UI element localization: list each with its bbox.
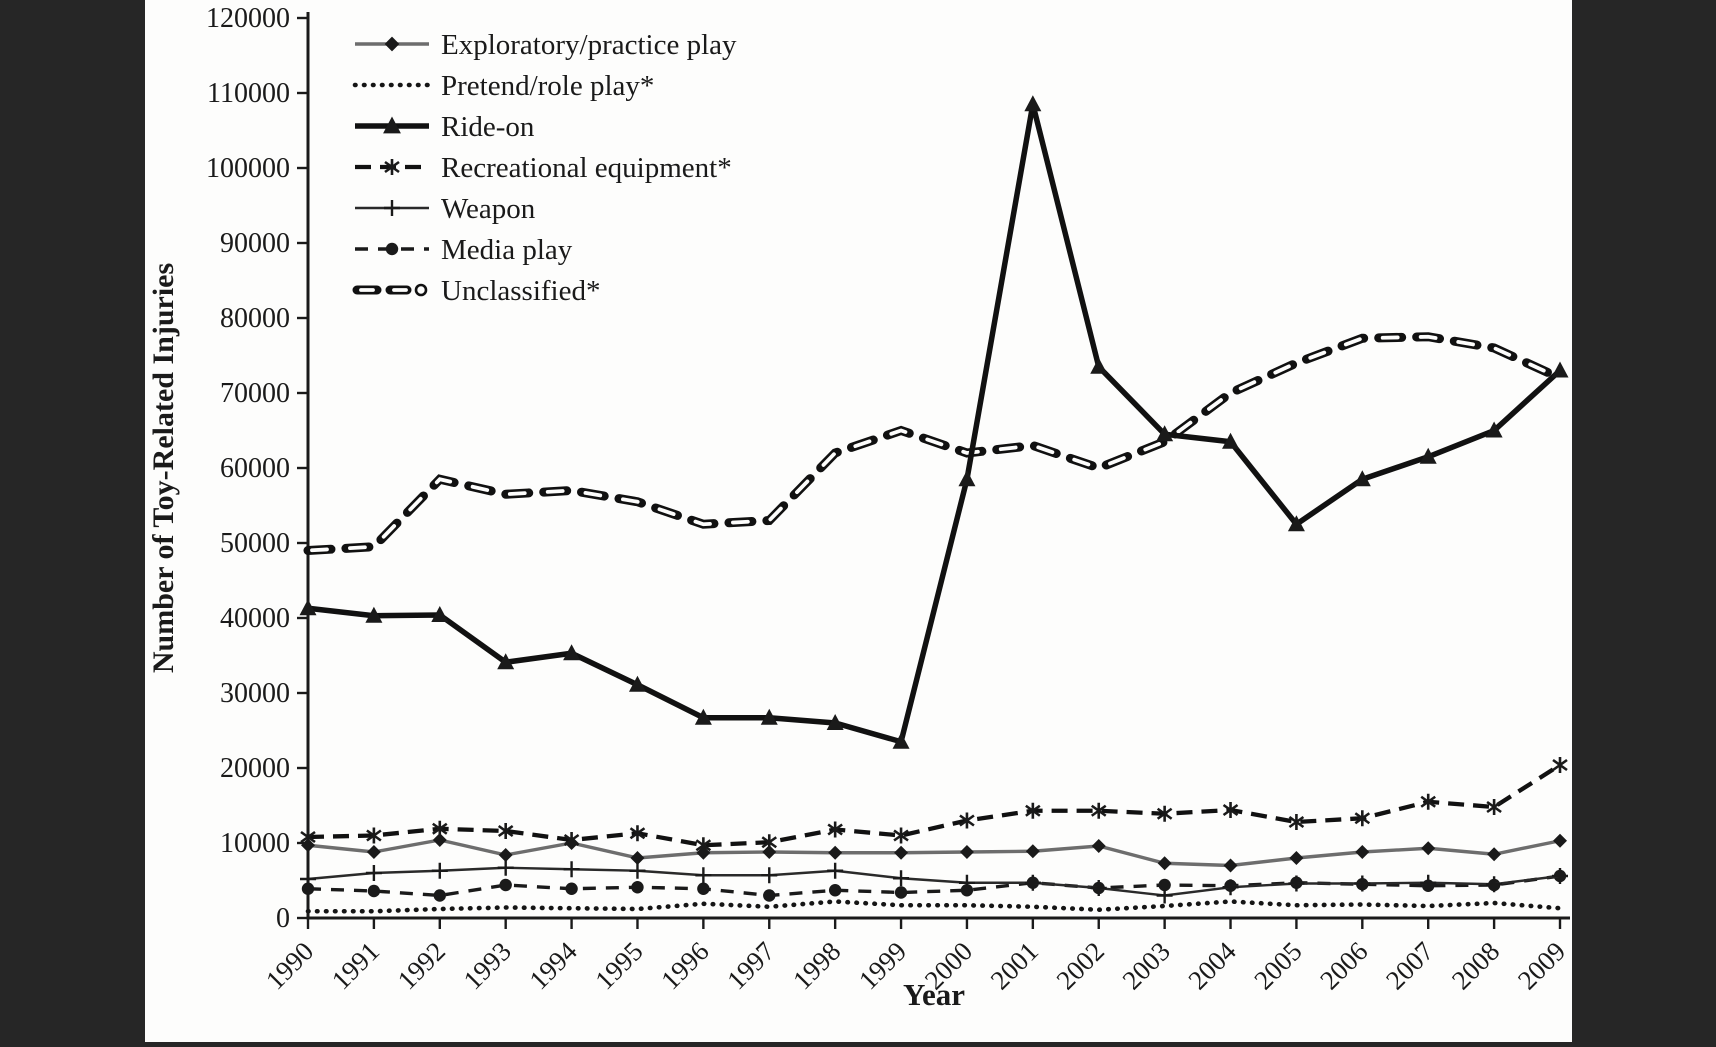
y-tick-label: 80000 [220,303,290,334]
legend-label: Exploratory/practice play [441,29,737,61]
legend-item: Ride-on [355,111,535,143]
y-tick-label: 110000 [207,78,290,109]
x-tick-label: 1997 [721,936,780,995]
x-tick-label: 2007 [1380,936,1439,995]
legend-label: Ride-on [441,111,535,143]
legend-item: Unclassified* [352,275,600,307]
toy-injuries-figure: 0 10000 20000 30000 40000 50000 60000 70000 8000… [145,0,1572,1042]
series-unclassified [303,332,1565,555]
y-tick-label: 20000 [220,753,290,784]
x-tick-label: 2006 [1314,936,1373,995]
series-pretend-role-play [305,899,1563,914]
y-tick-label: 90000 [220,228,290,259]
x-tick-label: 1990 [260,936,319,995]
x-tick-label: 2005 [1248,936,1307,995]
x-tick-label: 2001 [985,936,1044,995]
x-tick-label: 2004 [1182,936,1242,996]
y-tick-label: 40000 [220,603,290,634]
x-tick-label: 2009 [1512,936,1571,995]
y-tick-label: 60000 [220,453,290,484]
y-tick-label: 120000 [206,3,290,34]
legend: Exploratory/practice play Pretend/role pl… [352,29,737,307]
x-tick-label: 2003 [1116,936,1175,995]
chart-canvas: 0 10000 20000 30000 40000 50000 60000 70000 8000… [147,3,1571,1012]
y-tick-label: 70000 [220,378,290,409]
series-exploratory-practice-play [301,833,1567,873]
series-media-play [301,869,1567,902]
legend-label: Weapon [441,193,536,225]
x-tick-label: 1993 [458,936,517,995]
x-tick-label: 1991 [326,936,385,995]
legend-item: Recreational equipment* [355,152,732,184]
x-tick-label: 1996 [655,936,714,995]
y-axis-ticks: 0 10000 20000 30000 40000 50000 60000 70000 8000… [206,3,308,934]
legend-item: Weapon [355,193,536,225]
y-axis-title: Number of Toy-Related Injuries [147,263,180,673]
x-axis-title: Year [903,977,965,1012]
y-tick-label: 10000 [220,828,290,859]
x-tick-label: 2008 [1446,936,1505,995]
legend-label: Media play [441,234,573,266]
series-weapon [300,859,1568,904]
legend-label: Unclassified* [441,275,600,307]
legend-label: Pretend/role play* [441,70,654,102]
series-recreational-equipment [300,757,1568,854]
x-tick-label: 1994 [523,936,583,996]
x-tick-label: 1995 [589,936,648,995]
series-ride-on [299,95,1569,749]
y-tick-label: 100000 [206,153,290,184]
axes [306,12,1570,920]
legend-label: Recreational equipment* [441,152,732,184]
x-tick-label: 1998 [787,936,846,995]
y-tick-label: 0 [276,903,290,934]
x-tick-label: 1992 [392,936,451,995]
legend-item: Media play [355,234,573,266]
legend-item: Pretend/role play* [352,70,654,102]
y-tick-label: 30000 [220,678,290,709]
y-tick-label: 50000 [220,528,290,559]
legend-item: Exploratory/practice play [355,29,737,61]
x-tick-label: 2002 [1051,936,1110,995]
